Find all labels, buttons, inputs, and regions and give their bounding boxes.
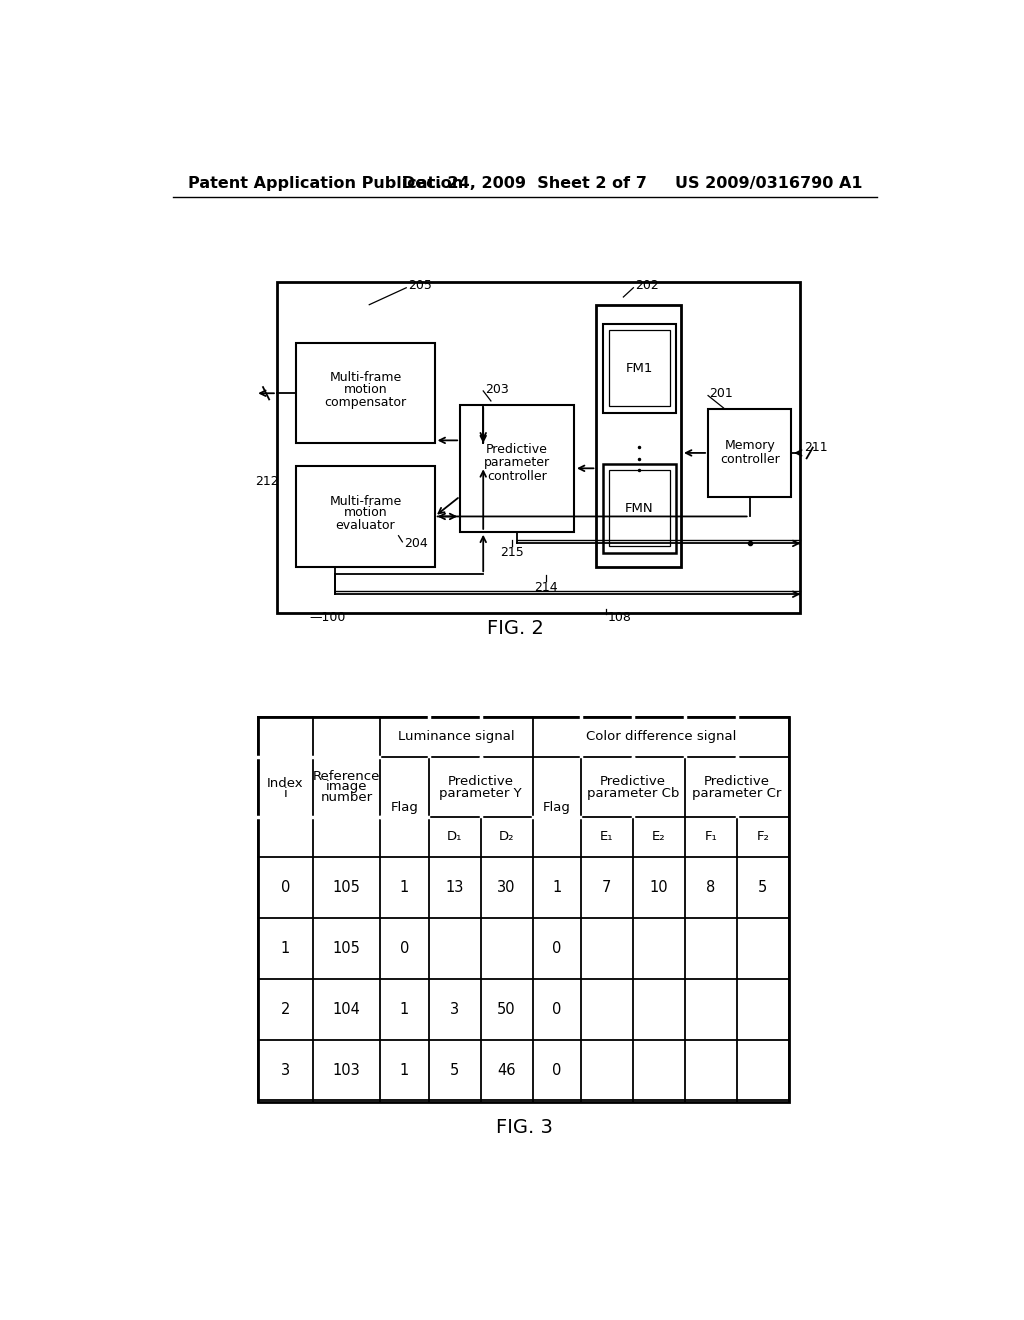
Text: Reference: Reference xyxy=(313,770,381,783)
Text: Predictive: Predictive xyxy=(447,775,513,788)
Text: 103: 103 xyxy=(333,1063,360,1077)
Text: FM1: FM1 xyxy=(626,362,653,375)
Text: D₁: D₁ xyxy=(446,830,462,843)
Text: Flag: Flag xyxy=(543,801,570,813)
Text: i: i xyxy=(284,787,288,800)
Text: Memory: Memory xyxy=(724,438,775,451)
Text: 214: 214 xyxy=(535,581,558,594)
Text: parameter Y: parameter Y xyxy=(439,787,522,800)
Text: Index: Index xyxy=(267,776,304,789)
Text: 211: 211 xyxy=(804,441,828,454)
Text: 1: 1 xyxy=(281,941,290,956)
Text: 3: 3 xyxy=(450,1002,459,1016)
Bar xyxy=(460,405,574,532)
Text: Multi-frame: Multi-frame xyxy=(330,495,401,508)
Bar xyxy=(596,305,681,566)
Text: Predictive: Predictive xyxy=(600,775,666,788)
Bar xyxy=(608,330,670,407)
Text: FMN: FMN xyxy=(625,502,653,515)
Bar xyxy=(602,323,676,412)
Text: 46: 46 xyxy=(498,1063,516,1077)
Text: 5: 5 xyxy=(450,1063,459,1077)
Text: 203: 203 xyxy=(484,383,509,396)
Text: 108: 108 xyxy=(608,611,632,624)
Text: 205: 205 xyxy=(408,279,432,292)
Text: parameter Cb: parameter Cb xyxy=(587,787,679,800)
Bar xyxy=(296,466,435,566)
Text: motion: motion xyxy=(344,383,387,396)
Text: FIG. 2: FIG. 2 xyxy=(487,619,544,638)
Text: D₂: D₂ xyxy=(499,830,514,843)
Text: 50: 50 xyxy=(498,1002,516,1016)
Text: 13: 13 xyxy=(445,880,464,895)
Text: 3: 3 xyxy=(281,1063,290,1077)
Text: 104: 104 xyxy=(333,1002,360,1016)
Text: 201: 201 xyxy=(710,387,733,400)
Text: Luminance signal: Luminance signal xyxy=(398,730,515,743)
Text: motion: motion xyxy=(344,506,387,519)
Text: 0: 0 xyxy=(281,880,290,895)
Text: 5: 5 xyxy=(759,880,768,895)
Text: Flag: Flag xyxy=(390,801,419,813)
Text: Predictive: Predictive xyxy=(703,775,770,788)
Text: 204: 204 xyxy=(403,537,428,550)
Text: parameter: parameter xyxy=(484,455,550,469)
Text: 1: 1 xyxy=(399,880,409,895)
Text: 0: 0 xyxy=(399,941,409,956)
Text: 202: 202 xyxy=(635,279,658,292)
Text: 215: 215 xyxy=(500,546,523,560)
Text: image: image xyxy=(326,780,368,793)
Text: E₂: E₂ xyxy=(652,830,666,843)
Text: F₂: F₂ xyxy=(757,830,769,843)
Text: 2: 2 xyxy=(281,1002,290,1016)
Text: US 2009/0316790 A1: US 2009/0316790 A1 xyxy=(675,177,862,191)
Text: 1: 1 xyxy=(399,1063,409,1077)
Text: 212: 212 xyxy=(255,475,279,488)
Text: 30: 30 xyxy=(498,880,516,895)
Text: compensator: compensator xyxy=(325,396,407,409)
Text: 10: 10 xyxy=(649,880,669,895)
Text: Patent Application Publication: Patent Application Publication xyxy=(188,177,464,191)
Text: 0: 0 xyxy=(552,1063,561,1077)
Text: 1: 1 xyxy=(399,1002,409,1016)
Text: 8: 8 xyxy=(707,880,716,895)
Text: evaluator: evaluator xyxy=(336,519,395,532)
Bar xyxy=(258,717,788,1102)
Text: Dec. 24, 2009  Sheet 2 of 7: Dec. 24, 2009 Sheet 2 of 7 xyxy=(402,177,647,191)
Text: parameter Cr: parameter Cr xyxy=(692,787,781,800)
Bar xyxy=(608,470,670,546)
Bar xyxy=(296,343,435,444)
Bar xyxy=(602,465,676,553)
Text: E₁: E₁ xyxy=(600,830,613,843)
Text: 7: 7 xyxy=(602,880,611,895)
Text: number: number xyxy=(321,791,373,804)
Text: Predictive: Predictive xyxy=(486,442,548,455)
Text: 105: 105 xyxy=(333,941,360,956)
Text: —100: —100 xyxy=(309,611,345,624)
Bar xyxy=(708,409,792,498)
Text: 0: 0 xyxy=(552,1002,561,1016)
Text: FIG. 3: FIG. 3 xyxy=(497,1118,553,1137)
Bar xyxy=(276,281,801,612)
Text: Multi-frame: Multi-frame xyxy=(330,371,401,384)
Text: controller: controller xyxy=(720,453,779,466)
Text: 0: 0 xyxy=(552,941,561,956)
Text: 1: 1 xyxy=(552,880,561,895)
Text: 105: 105 xyxy=(333,880,360,895)
Text: controller: controller xyxy=(487,470,547,483)
Text: Color difference signal: Color difference signal xyxy=(586,730,736,743)
Text: F₁: F₁ xyxy=(705,830,717,843)
